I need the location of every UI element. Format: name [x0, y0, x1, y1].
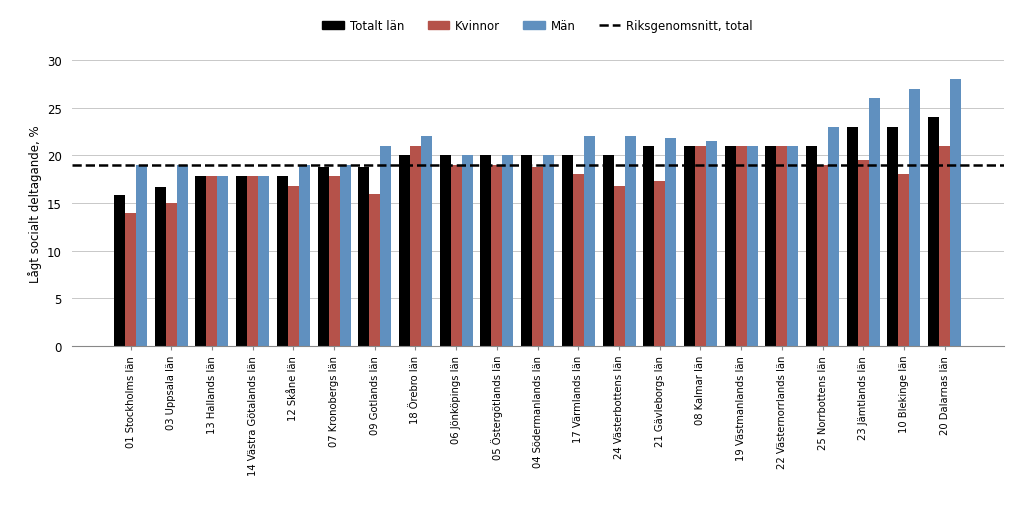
Bar	[521, 156, 532, 346]
Bar	[480, 156, 492, 346]
Bar	[828, 128, 839, 346]
Bar	[247, 177, 258, 346]
Bar	[888, 128, 898, 346]
Bar	[562, 156, 572, 346]
Bar	[572, 175, 584, 346]
Bar	[237, 177, 247, 346]
Bar	[543, 156, 554, 346]
Bar	[898, 175, 909, 346]
Bar	[928, 118, 939, 346]
Bar	[817, 165, 828, 346]
Bar	[399, 156, 410, 346]
Bar	[625, 137, 636, 346]
Bar	[136, 165, 147, 346]
Bar	[358, 167, 370, 346]
Bar	[602, 156, 613, 346]
Bar	[654, 182, 666, 346]
Bar	[196, 177, 207, 346]
Bar	[451, 165, 462, 346]
Legend: Totalt län, Kvinnor, Män, Riksgenomsnitt, total: Totalt län, Kvinnor, Män, Riksgenomsnitt…	[317, 16, 758, 38]
Bar	[462, 156, 473, 346]
Bar	[695, 147, 706, 346]
Bar	[166, 204, 177, 346]
Bar	[207, 177, 217, 346]
Bar	[532, 167, 543, 346]
Bar	[492, 165, 503, 346]
Bar	[125, 213, 136, 346]
Bar	[317, 167, 329, 346]
Bar	[787, 147, 799, 346]
Bar	[584, 137, 595, 346]
Bar	[868, 99, 880, 346]
Bar	[288, 186, 299, 346]
Bar	[439, 156, 451, 346]
Bar	[329, 177, 340, 346]
Bar	[847, 128, 858, 346]
Bar	[503, 156, 513, 346]
Bar	[177, 165, 187, 346]
Bar	[806, 147, 817, 346]
Bar	[643, 147, 654, 346]
Bar	[950, 80, 962, 346]
Bar	[421, 137, 432, 346]
Bar	[858, 161, 868, 346]
Bar	[725, 147, 735, 346]
Bar	[299, 165, 310, 346]
Bar	[666, 139, 676, 346]
Bar	[114, 196, 125, 346]
Bar	[939, 147, 950, 346]
Bar	[155, 187, 166, 346]
Bar	[370, 195, 380, 346]
Bar	[410, 147, 421, 346]
Bar	[735, 147, 746, 346]
Bar	[276, 177, 288, 346]
Bar	[380, 147, 391, 346]
Bar	[217, 177, 228, 346]
Bar	[340, 165, 350, 346]
Bar	[909, 90, 921, 346]
Bar	[613, 186, 625, 346]
Bar	[776, 147, 787, 346]
Bar	[765, 147, 776, 346]
Bar	[706, 142, 717, 346]
Y-axis label: Lågt socialt deltagande, %: Lågt socialt deltagande, %	[28, 125, 42, 282]
Bar	[684, 147, 695, 346]
Bar	[258, 177, 269, 346]
Bar	[746, 147, 758, 346]
